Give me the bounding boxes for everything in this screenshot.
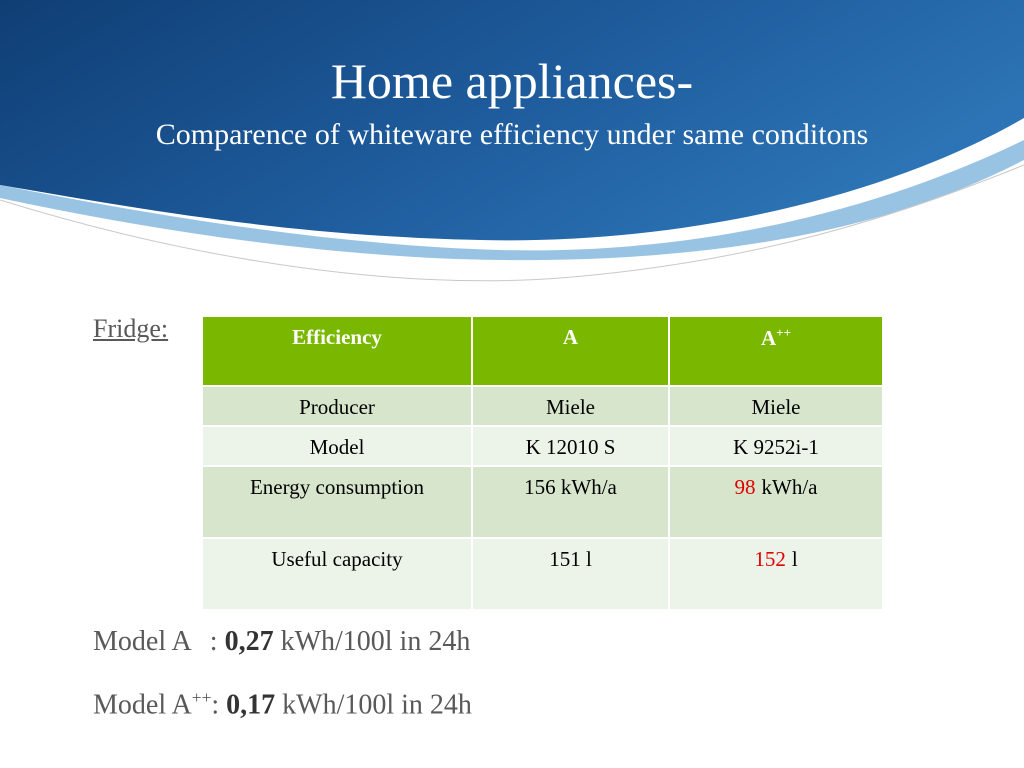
cell: Energy consumption — [201, 465, 473, 539]
model: Model A — [93, 689, 192, 721]
value: 0,17 — [226, 689, 276, 721]
cell-text: kWh/a — [761, 475, 818, 499]
separator: : — [211, 689, 220, 721]
cell: K 9252i-1 — [668, 425, 884, 467]
cell: 156 kWh/a — [471, 465, 670, 539]
unit: kWh/100l in 24h — [282, 689, 472, 721]
title: Home appliances- — [330, 53, 694, 109]
separator: : — [209, 626, 218, 657]
cell: 151 l — [471, 537, 670, 611]
cell: Miele — [668, 385, 884, 427]
cell: 152 l — [668, 537, 884, 611]
cell: 98 kWh/a — [668, 465, 884, 539]
cell-text: l — [791, 547, 798, 571]
header-text: A — [760, 326, 777, 350]
cell: Producer — [201, 385, 473, 427]
highlight: 98 — [734, 475, 756, 499]
header-cell: A++ — [668, 315, 884, 387]
highlight: 152 — [754, 547, 786, 571]
unit: kWh/100l in 24h — [280, 626, 471, 657]
note: Model A++: 0,17 kWh/100l in 24h — [93, 688, 472, 721]
superscript: ++ — [191, 688, 212, 707]
cell: Useful capacity — [201, 537, 473, 611]
cell: Miele — [471, 385, 670, 427]
cell: K 12010 S — [471, 425, 670, 467]
cell: Model — [201, 425, 473, 467]
label: Fridge: — [93, 314, 169, 343]
model: Model A — [93, 626, 192, 657]
note: Model A: 0,27 kWh/100l in 24h — [93, 626, 470, 658]
header-background — [0, 0, 1024, 282]
header-cell: Efficiency — [201, 315, 473, 387]
subtitle: Comparence of whiteware efficiency under… — [155, 118, 869, 151]
table: Efficiency A A++ Producer Miele Miele Model K… — [201, 315, 884, 611]
header-cell: A — [471, 315, 670, 387]
superscript: ++ — [776, 325, 791, 340]
value: 0,27 — [224, 626, 274, 657]
